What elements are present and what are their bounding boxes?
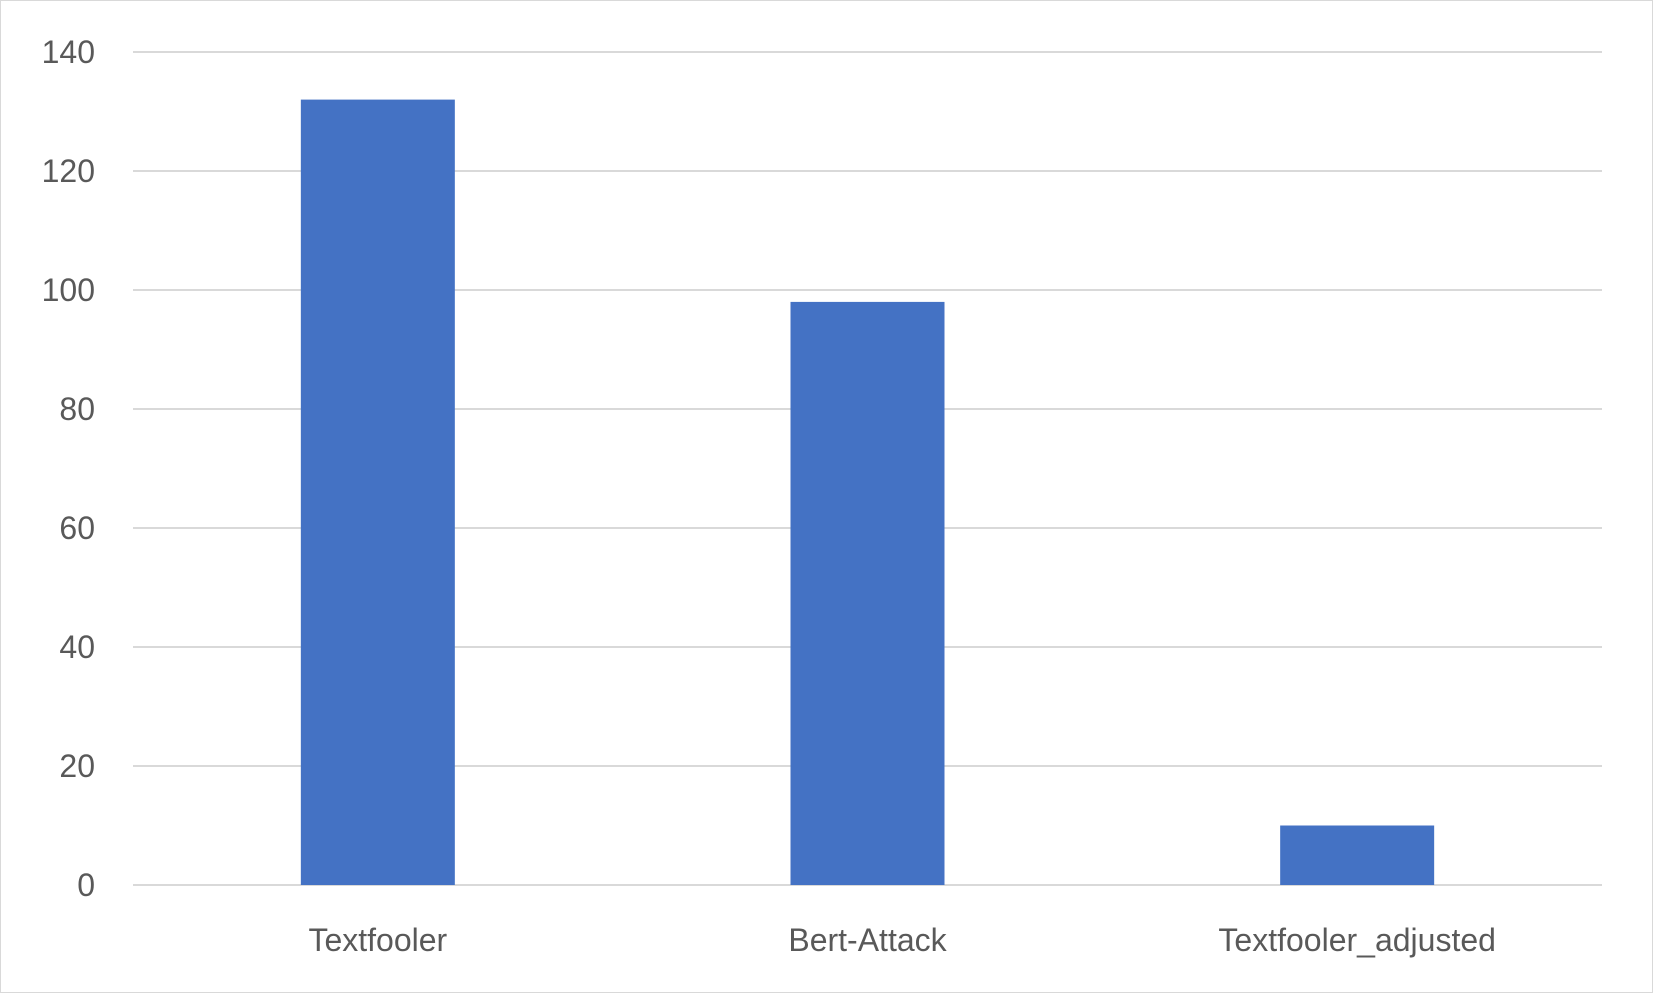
x-category-label: Textfooler [308,922,447,958]
y-tick-label: 80 [59,391,95,427]
y-tick-label: 120 [42,153,95,189]
y-tick-label: 0 [77,867,95,903]
x-category-label: Textfooler_adjusted [1218,922,1496,958]
y-tick-label: 20 [59,748,95,784]
y-tick-label: 40 [59,629,95,665]
bar-textfooler-adjusted [1280,825,1435,885]
bar-textfooler [300,99,455,886]
y-tick-label: 60 [59,510,95,546]
bars [300,99,1435,886]
y-axis-ticks: 0 20 40 60 80 100 120 140 [42,34,95,903]
y-tick-label: 140 [42,34,95,70]
bar-bert-attack [790,301,945,885]
x-axis-categories: Textfooler Bert-Attack Textfooler_adjusted [308,922,1495,958]
y-tick-label: 100 [42,272,95,308]
x-category-label: Bert-Attack [788,922,947,958]
